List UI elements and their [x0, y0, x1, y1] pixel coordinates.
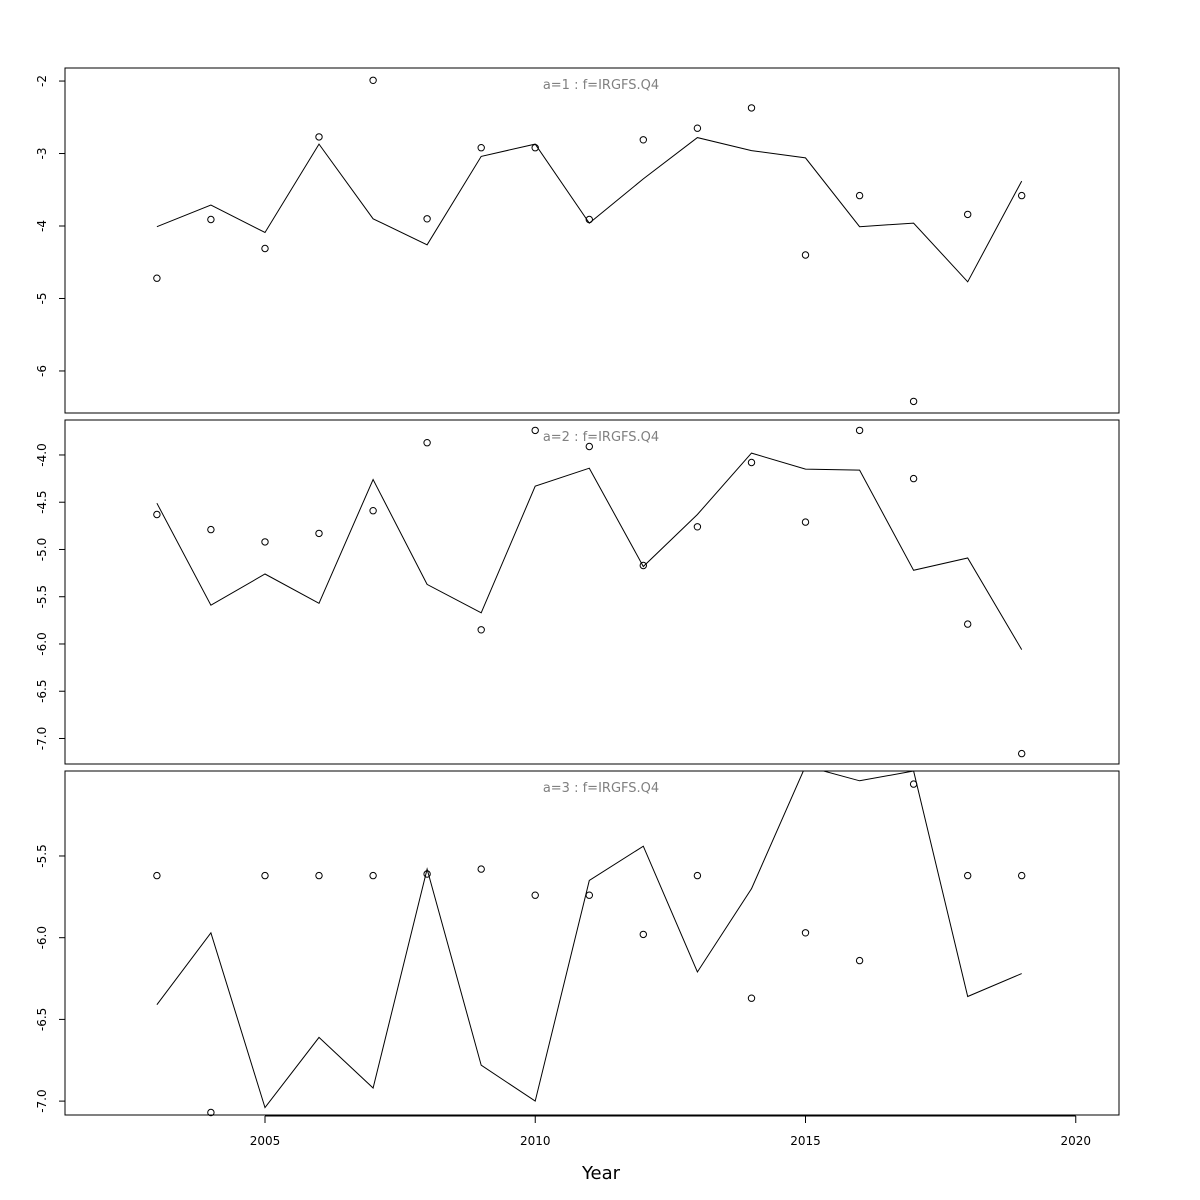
observed-point: [369, 76, 377, 85]
observed-point: [693, 871, 702, 880]
observed-point: [585, 891, 593, 899]
y-tick-label: -6.5: [35, 1008, 49, 1031]
panel-1: a=1 : f=IRGFS.Q4 -2 -3 -4 -5 -6: [35, 67, 1120, 414]
observed-point: [585, 442, 593, 451]
observed-point: [531, 891, 539, 899]
y-tick-label: -4: [35, 220, 49, 232]
observed-point: [207, 1108, 215, 1117]
y-tick-label: -6.0: [35, 632, 49, 655]
observed-point: [477, 865, 485, 873]
x-tick-label: 2005: [250, 1134, 281, 1148]
observed-point: [423, 439, 431, 447]
fitted-line: [156, 137, 1023, 283]
fitted-line: [156, 771, 1022, 1109]
y-tick-label: -3: [35, 148, 49, 160]
observed-point: [964, 871, 972, 880]
observed-point: [855, 191, 864, 200]
observed-point: [909, 397, 918, 406]
observed-point: [964, 210, 972, 219]
observed-point: [639, 561, 647, 570]
observed-point: [1018, 749, 1026, 758]
observed-point: [801, 929, 810, 937]
observed-point: [315, 529, 323, 538]
y-tick-label: -2: [35, 75, 49, 87]
observed-point: [369, 871, 377, 880]
x-axis-title: Year: [581, 1163, 621, 1184]
observed-point: [153, 510, 161, 519]
observed-point: [207, 525, 215, 534]
observed-point: [261, 871, 269, 880]
observed-point: [315, 133, 323, 141]
y-tick-label: -5.0: [35, 538, 49, 561]
observed-point: [639, 930, 647, 939]
observed-point: [531, 144, 539, 152]
observed-point: [801, 251, 810, 259]
y-tick-label: -6.0: [35, 926, 49, 949]
x-tick-label: 2020: [1060, 1134, 1091, 1148]
y-tick-label: -6: [35, 365, 49, 377]
observed-point: [531, 426, 539, 435]
observed-point: [1018, 191, 1026, 200]
observed-point: [423, 215, 431, 223]
y-tick-label: -5: [35, 293, 49, 305]
observed-point: [964, 620, 972, 628]
observed-point: [477, 144, 485, 152]
observed-point: [207, 215, 215, 224]
y-tick-label: -7.0: [35, 727, 49, 750]
y-tick-label: -4.0: [35, 443, 49, 466]
panel-title: a=3 : f=IRGFS.Q4: [543, 781, 659, 796]
y-tick-label: -7.0: [35, 1089, 49, 1112]
observed-point: [315, 871, 323, 880]
observed-point: [855, 956, 864, 965]
chart-panels: a=1 : f=IRGFS.Q4 -2 -3 -4 -5 -6 a=2 : f=IRGFS.…: [35, 67, 1120, 1117]
observed-point: [423, 870, 431, 878]
observed-point: [369, 507, 377, 515]
observed-point: [1018, 871, 1026, 880]
observed-point: [153, 871, 161, 880]
panel-3: a=3 : f=IRGFS.Q4 -5.5 -6.0 -6.5 -7.0: [35, 770, 1120, 1117]
x-axis: 2005 2010 2015 2020: [250, 1115, 1091, 1148]
observed-point: [855, 426, 864, 435]
observed-point: [909, 474, 918, 483]
panel-frame: [64, 419, 1120, 765]
observed-point: [639, 136, 647, 144]
y-tick-label: -5.5: [35, 844, 49, 867]
observed-point: [747, 994, 756, 1002]
observed-point: [477, 626, 485, 634]
panel-title: a=2 : f=IRGFS.Q4: [543, 430, 659, 445]
observed-point: [693, 124, 702, 132]
observed-point: [585, 215, 593, 224]
y-tick-label: -5.5: [35, 585, 49, 608]
observed-point: [693, 523, 702, 531]
y-tick-label: -4.5: [35, 490, 49, 513]
observed-point: [801, 518, 810, 526]
observed-point: [747, 458, 756, 467]
panel-title: a=1 : f=IRGFS.Q4: [543, 78, 659, 93]
panel-frame: [64, 67, 1120, 414]
panel-2: a=2 : f=IRGFS.Q4 -4.0 -4.5 -5.0 -5.5 -6.0 -6.5…: [35, 419, 1120, 765]
observed-point: [261, 538, 269, 546]
observed-point: [261, 244, 269, 253]
observed-point: [747, 104, 756, 112]
fitted-line: [156, 452, 1023, 650]
observed-point: [909, 780, 918, 788]
panel-frame: [64, 770, 1120, 1116]
y-tick-label: -6.5: [35, 679, 49, 702]
x-tick-label: 2010: [520, 1134, 551, 1148]
x-tick-label: 2015: [790, 1134, 821, 1148]
observed-point: [153, 274, 161, 282]
